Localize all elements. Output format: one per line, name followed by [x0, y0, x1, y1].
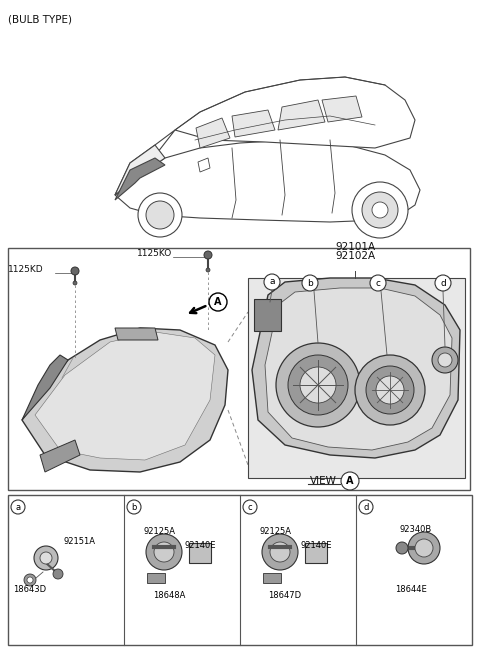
Text: 92140E: 92140E — [184, 541, 216, 550]
Polygon shape — [115, 130, 175, 195]
Circle shape — [146, 534, 182, 570]
Circle shape — [73, 281, 77, 285]
Circle shape — [262, 534, 298, 570]
Polygon shape — [115, 145, 165, 195]
Circle shape — [372, 202, 388, 218]
Polygon shape — [196, 118, 230, 148]
Text: 92125A: 92125A — [143, 527, 175, 537]
Polygon shape — [35, 332, 215, 460]
Text: A: A — [346, 476, 354, 486]
Polygon shape — [22, 355, 68, 420]
Text: b: b — [132, 502, 137, 512]
FancyBboxPatch shape — [189, 543, 211, 563]
Text: a: a — [269, 277, 275, 287]
Circle shape — [370, 275, 386, 291]
Circle shape — [243, 500, 257, 514]
Circle shape — [209, 293, 227, 311]
Polygon shape — [322, 96, 362, 122]
Circle shape — [300, 367, 336, 403]
Text: 18643D: 18643D — [13, 586, 47, 594]
Circle shape — [264, 274, 280, 290]
Text: 92102A: 92102A — [335, 251, 375, 261]
Circle shape — [11, 500, 25, 514]
Polygon shape — [22, 328, 228, 472]
Polygon shape — [115, 158, 165, 200]
Polygon shape — [115, 140, 420, 222]
Circle shape — [435, 275, 451, 291]
Circle shape — [270, 542, 290, 562]
Circle shape — [138, 193, 182, 237]
Text: d: d — [363, 502, 369, 512]
Circle shape — [366, 366, 414, 414]
Circle shape — [24, 574, 36, 586]
FancyBboxPatch shape — [263, 573, 281, 583]
Text: 92101A: 92101A — [335, 242, 375, 252]
Text: 18644E: 18644E — [395, 586, 427, 594]
Text: 92140E: 92140E — [300, 541, 332, 550]
Text: VIEW: VIEW — [310, 476, 337, 486]
Text: c: c — [248, 502, 252, 512]
FancyBboxPatch shape — [254, 299, 281, 331]
Circle shape — [154, 542, 174, 562]
Circle shape — [302, 275, 318, 291]
Text: 18647D: 18647D — [268, 590, 301, 600]
Text: c: c — [375, 279, 381, 287]
FancyBboxPatch shape — [8, 495, 472, 645]
Circle shape — [27, 577, 33, 583]
Circle shape — [438, 353, 452, 367]
Text: A: A — [214, 297, 222, 307]
Circle shape — [206, 268, 210, 272]
Polygon shape — [265, 288, 452, 450]
Circle shape — [359, 500, 373, 514]
Circle shape — [362, 192, 398, 228]
Circle shape — [40, 552, 52, 564]
Circle shape — [127, 500, 141, 514]
Circle shape — [53, 569, 63, 579]
FancyBboxPatch shape — [248, 278, 465, 478]
Circle shape — [34, 546, 58, 570]
Text: a: a — [15, 502, 21, 512]
Text: 92151A: 92151A — [64, 537, 96, 546]
FancyBboxPatch shape — [147, 573, 165, 583]
FancyBboxPatch shape — [8, 248, 470, 490]
Polygon shape — [278, 100, 325, 130]
Circle shape — [288, 355, 348, 415]
Text: b: b — [307, 279, 313, 287]
Circle shape — [71, 267, 79, 275]
Polygon shape — [40, 440, 80, 472]
Circle shape — [432, 347, 458, 373]
Circle shape — [146, 201, 174, 229]
Text: 1125KD: 1125KD — [8, 266, 44, 274]
Circle shape — [204, 251, 212, 259]
Polygon shape — [232, 110, 275, 137]
Circle shape — [352, 182, 408, 238]
Text: 92125A: 92125A — [259, 527, 291, 537]
Polygon shape — [175, 77, 415, 148]
Polygon shape — [115, 328, 158, 340]
Text: (BULB TYPE): (BULB TYPE) — [8, 14, 72, 24]
Polygon shape — [252, 278, 460, 458]
Circle shape — [341, 472, 359, 490]
Circle shape — [415, 539, 433, 557]
Circle shape — [376, 376, 404, 404]
Text: 92340B: 92340B — [400, 525, 432, 535]
FancyBboxPatch shape — [305, 543, 327, 563]
Circle shape — [408, 532, 440, 564]
Polygon shape — [198, 158, 210, 172]
Text: 18648A: 18648A — [153, 590, 185, 600]
Circle shape — [396, 542, 408, 554]
Text: d: d — [440, 279, 446, 287]
Text: 1125KO: 1125KO — [137, 249, 172, 258]
Circle shape — [276, 343, 360, 427]
Circle shape — [355, 355, 425, 425]
